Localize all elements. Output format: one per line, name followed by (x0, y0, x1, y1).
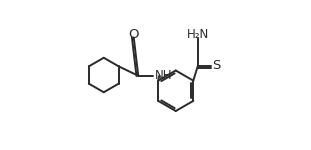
Text: NH: NH (155, 69, 173, 82)
Text: H₂N: H₂N (187, 28, 209, 41)
Text: O: O (128, 28, 139, 41)
Text: S: S (212, 60, 221, 72)
